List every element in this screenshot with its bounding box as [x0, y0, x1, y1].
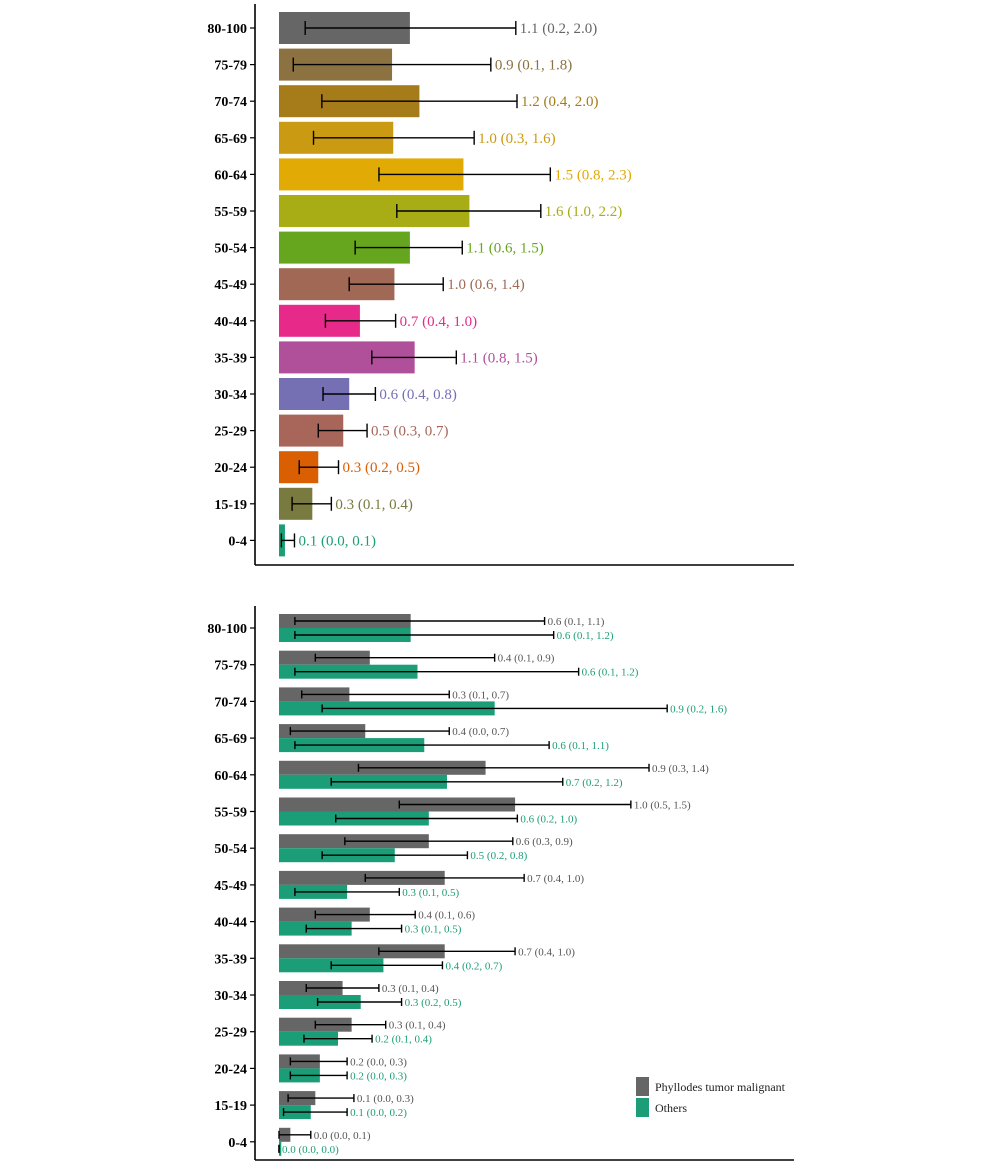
- chart1-category-label: 0-4: [228, 534, 247, 549]
- chart2-data-label-others: 0.9 (0.2, 1.6): [670, 703, 727, 715]
- chart2-category-label: 30-34: [214, 989, 247, 1004]
- chart1-data-label: 0.3 (0.2, 0.5): [343, 460, 421, 476]
- chart2-data-label-malignant: 0.4 (0.1, 0.9): [498, 653, 555, 665]
- chart2-category-label: 15-19: [214, 1099, 247, 1114]
- chart2-data-label-malignant: 0.0 (0.0, 0.1): [314, 1130, 371, 1142]
- chart2-data-label-others: 0.7 (0.2, 1.2): [566, 777, 623, 789]
- chart2-data-label-others: 0.1 (0.0, 0.2): [350, 1107, 407, 1119]
- chart2-category-label: 20-24: [214, 1062, 247, 1077]
- chart1-data-label: 1.0 (0.6, 1.4): [447, 277, 524, 293]
- chart2-category-label: 50-54: [214, 842, 247, 857]
- legend-label-malignant: Phyllodes tumor malignant: [655, 1080, 786, 1094]
- chart2-data-label-others: 0.4 (0.2, 0.7): [445, 960, 502, 972]
- chart2-data-label-malignant: 0.4 (0.1, 0.6): [418, 910, 475, 922]
- chart2-bar-malignant-45-49: [279, 870, 445, 885]
- chart2-data-label-malignant: 0.3 (0.1, 0.4): [389, 1020, 446, 1032]
- legend-swatch-malignant: [636, 1077, 649, 1096]
- chart2-data-label-malignant: 0.4 (0.0, 0.7): [452, 726, 509, 738]
- chart2-data-label-others: 0.2 (0.1, 0.4): [375, 1034, 432, 1046]
- chart2-data-label-others: 0.6 (0.1, 1.2): [582, 667, 639, 679]
- chart1-category-label: 70-74: [214, 95, 247, 110]
- chart2-data-label-malignant: 0.6 (0.1, 1.1): [548, 616, 605, 628]
- chart1-category-label: 35-39: [214, 351, 247, 366]
- chart2-category-label: 40-44: [214, 916, 247, 931]
- chart1-category-label: 80-100: [207, 22, 247, 37]
- chart2-data-label-others: 0.5 (0.2, 0.8): [470, 850, 527, 862]
- chart1-category-label: 55-59: [214, 205, 247, 220]
- chart2-data-label-others: 0.2 (0.0, 0.3): [350, 1070, 407, 1082]
- chart1-category-label: 60-64: [214, 168, 247, 183]
- chart2-data-label-malignant: 0.1 (0.0, 0.3): [357, 1093, 414, 1105]
- chart1-data-label: 0.6 (0.4, 0.8): [379, 387, 457, 403]
- chart1-category-label: 50-54: [214, 242, 247, 257]
- chart2-data-label-others: 0.3 (0.2, 0.5): [405, 997, 462, 1009]
- chart2-category-label: 55-59: [214, 806, 247, 821]
- chart2-bar-others-0-4: [279, 1141, 282, 1156]
- chart1-category-label: 20-24: [214, 461, 247, 476]
- chart1-data-label: 1.5 (0.8, 2.3): [554, 167, 632, 183]
- chart2-data-label-malignant: 0.7 (0.4, 1.0): [518, 946, 575, 958]
- chart2-data-label-others: 0.6 (0.1, 1.2): [557, 630, 614, 642]
- chart2-category-label: 25-29: [214, 1026, 247, 1041]
- chart2-bar-malignant-55-59: [279, 797, 516, 812]
- chart1-data-label: 0.1 (0.0, 0.1): [298, 533, 376, 549]
- chart1-category-label: 65-69: [214, 132, 247, 147]
- chart1-category-label: 75-79: [214, 59, 247, 74]
- chart1-category-label: 45-49: [214, 278, 247, 293]
- chart2-category-label: 35-39: [214, 952, 247, 967]
- chart2-legend: Phyllodes tumor malignant Others: [636, 1077, 786, 1117]
- chart1-data-label: 0.9 (0.1, 1.8): [495, 58, 573, 74]
- chart2-data-label-malignant: 0.3 (0.1, 0.4): [382, 983, 439, 995]
- chart2-data-label-others: 0.0 (0.0, 0.0): [282, 1144, 339, 1156]
- chart2-bar-malignant-35-39: [279, 944, 445, 959]
- chart1-data-label: 0.3 (0.1, 0.4): [335, 497, 413, 513]
- chart1-data-label: 0.5 (0.3, 0.7): [371, 424, 449, 440]
- chart2-category-label: 45-49: [214, 879, 247, 894]
- chart1-data-label: 1.0 (0.3, 1.6): [478, 131, 556, 147]
- chart1-category-label: 15-19: [214, 498, 247, 513]
- chart1-data-label: 1.1 (0.6, 1.5): [466, 241, 544, 257]
- legend-label-others: Others: [655, 1101, 687, 1115]
- chart1-data-label: 1.1 (0.8, 1.5): [460, 350, 538, 366]
- chart2-data-label-malignant: 0.6 (0.3, 0.9): [516, 836, 573, 848]
- chart2-category-label: 70-74: [214, 695, 247, 710]
- chart1-data-label: 0.7 (0.4, 1.0): [400, 314, 478, 330]
- chart2-category-label: 60-64: [214, 769, 247, 784]
- chart1-data-label: 1.1 (0.2, 2.0): [520, 21, 598, 37]
- chart2-data-label-others: 0.3 (0.1, 0.5): [402, 887, 459, 899]
- chart1-category-label: 25-29: [214, 425, 247, 440]
- chart1-category-label: 40-44: [214, 315, 247, 330]
- chart2-data-label-others: 0.3 (0.1, 0.5): [405, 924, 462, 936]
- chart2-data-label-others: 0.6 (0.1, 1.1): [552, 740, 609, 752]
- chart-bottom: 80-100 0.6 (0.1, 1.1) 0.6 (0.1, 1.2) 75-79 0…: [207, 606, 794, 1161]
- chart1-data-label: 1.6 (1.0, 2.2): [545, 204, 623, 220]
- chart2-data-label-malignant: 0.3 (0.1, 0.7): [452, 689, 509, 701]
- chart2-category-label: 0-4: [228, 1136, 247, 1151]
- chart1-category-label: 30-34: [214, 388, 247, 403]
- legend-swatch-others: [636, 1098, 649, 1117]
- chart2-category-label: 65-69: [214, 732, 247, 747]
- chart2-data-label-malignant: 0.7 (0.4, 1.0): [527, 873, 584, 885]
- chart2-data-label-malignant: 1.0 (0.5, 1.5): [634, 800, 691, 812]
- chart-top: 80-100 1.1 (0.2, 2.0) 75-79 0.9 (0.1, 1.8) 7…: [207, 4, 794, 566]
- chart2-data-label-malignant: 0.9 (0.3, 1.4): [652, 763, 709, 775]
- chart2-data-label-others: 0.6 (0.2, 1.0): [520, 814, 577, 826]
- chart2-data-label-malignant: 0.2 (0.0, 0.3): [350, 1056, 407, 1068]
- chart1-data-label: 1.2 (0.4, 2.0): [521, 94, 599, 110]
- chart2-category-label: 80-100: [207, 622, 247, 637]
- chart2-category-label: 75-79: [214, 659, 247, 674]
